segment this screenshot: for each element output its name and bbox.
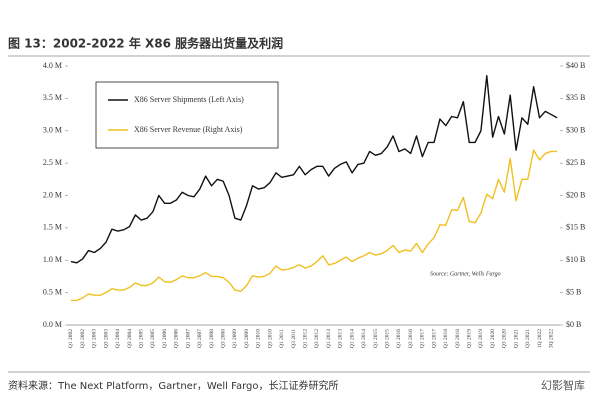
x-tick-label: 1Q 2022 <box>537 329 543 348</box>
x-tick-label: Q1 2007 <box>185 329 191 348</box>
x-tick-label: Q3 2007 <box>197 329 203 348</box>
x-tick-label: Q3 2017 <box>431 329 437 348</box>
y-tick-label: 2.0 M <box>43 190 62 199</box>
x-tick-label: Q3 2021 <box>525 329 531 348</box>
x-tick-label: Q1 2016 <box>396 329 402 348</box>
legend-label: X86 Server Shipments (Left Axis) <box>134 95 244 104</box>
x-tick-label: Q1 2009 <box>232 329 238 348</box>
x-tick-label: Q1 2003 <box>92 329 98 348</box>
x-tick-label: Q3 2019 <box>478 329 484 348</box>
x-tick-label: 3Q 2022 <box>548 329 554 348</box>
chart-title: 图 13：2002-2022 年 X86 服务器出货量及利润 <box>8 36 283 51</box>
x-tick-label: Q3 2016 <box>408 329 414 348</box>
y-tick-label: 3.0 M <box>43 126 62 135</box>
x-tick-label: Q1 2004 <box>115 329 121 348</box>
x-tick-label: Q1 2019 <box>466 329 472 348</box>
y-tick-label: 1.5 M <box>43 223 62 232</box>
y-tick-label: 2.5 M <box>43 158 62 167</box>
x-tick-label: Q3 2015 <box>384 329 390 348</box>
y2-tick-label: $20 B <box>566 190 585 199</box>
x-tick-label: Q1 2005 <box>138 329 144 348</box>
y2-tick-label: $5 B <box>566 287 581 296</box>
y-tick-label: 0.5 M <box>43 287 62 296</box>
y-tick-label: 1.0 M <box>43 255 62 264</box>
x-tick-label: Q3 2010 <box>267 329 273 348</box>
y2-tick-label: $0 B <box>566 320 581 329</box>
x-tick-label: Q3 2003 <box>103 329 109 348</box>
x-tick-label: Q1 2018 <box>443 329 449 348</box>
x-tick-label: Q1 2015 <box>373 329 379 348</box>
x-tick-label: Q1 2006 <box>162 329 168 348</box>
series-line <box>70 149 558 302</box>
x-tick-label: Q3 2009 <box>244 329 250 348</box>
y2-tick-label: $10 B <box>566 255 585 264</box>
y2-tick-label: $40 B <box>566 61 585 70</box>
x-tick-label: Q3 2004 <box>127 329 133 348</box>
x-tick-label: Q1 2011 <box>279 329 285 348</box>
x-tick-label: Q1 2002 <box>68 329 74 348</box>
x-tick-label: Q3 2011 <box>291 329 297 348</box>
x-tick-label: Q1 2014 <box>349 329 355 348</box>
x-tick-label: Q1 2010 <box>256 329 262 348</box>
y-tick-label: 4.0 M <box>43 61 62 70</box>
x-tick-label: Q1 2008 <box>209 329 215 348</box>
legend-label: X86 Server Revenue (Right Axis) <box>134 125 243 134</box>
x-tick-label: Q3 2020 <box>502 329 508 348</box>
x-tick-label: Q3 2005 <box>150 329 156 348</box>
y-tick-label: 3.5 M <box>43 93 62 102</box>
x-tick-label: Q1 2012 <box>302 329 308 348</box>
x-tick-label: Q1 2017 <box>420 329 426 348</box>
y2-tick-label: $35 B <box>566 93 585 102</box>
x-tick-label: Q1 2020 <box>490 329 496 348</box>
source: 资料来源：The Next Platform，Gartner，Well Farg… <box>8 379 339 392</box>
watermark: 幻影智库 <box>541 378 585 392</box>
x-tick-label: Q3 2012 <box>314 329 320 348</box>
x-tick-label: Q3 2006 <box>174 329 180 348</box>
x-tick-label: Q1 2013 <box>326 329 332 348</box>
y2-tick-label: $15 B <box>566 223 585 232</box>
series-line <box>70 75 558 264</box>
y2-tick-label: $30 B <box>566 126 585 135</box>
x-tick-label: Q3 2013 <box>338 329 344 348</box>
x-tick-label: Q3 2014 <box>361 329 367 348</box>
x-tick-label: Q3 2018 <box>455 329 461 348</box>
x-tick-label: Q1 2021 <box>513 329 519 348</box>
annotation: Source: Gartner, Wells Fargo <box>430 271 501 277</box>
x-tick-label: Q3 2008 <box>220 329 226 348</box>
y-tick-label: 0.0 M <box>43 320 62 329</box>
y2-tick-label: $25 B <box>566 158 585 167</box>
legend-box <box>95 81 279 149</box>
x-tick-label: Q3 2002 <box>80 329 86 348</box>
